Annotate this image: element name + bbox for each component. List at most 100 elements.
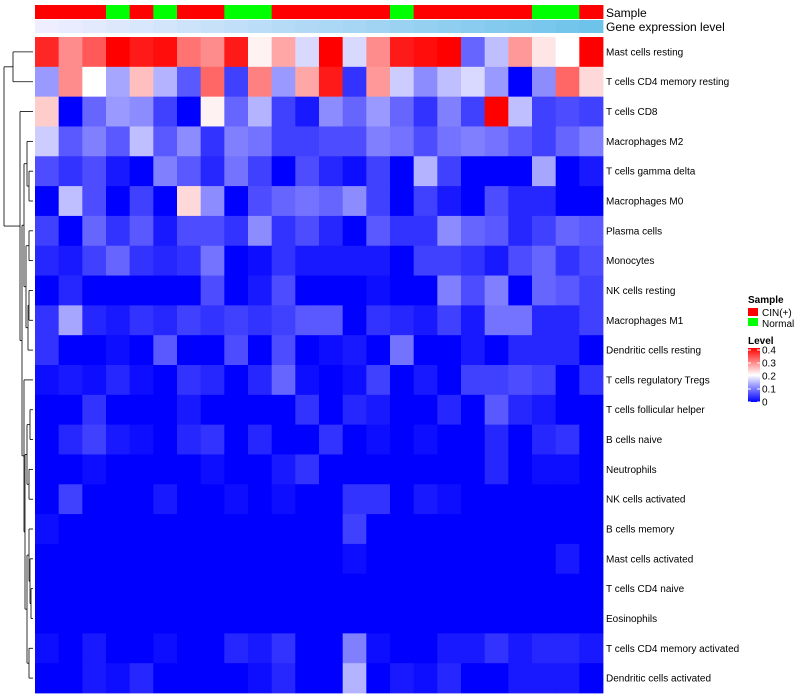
heatmap-cell [579,186,604,217]
heatmap-cell [461,663,486,694]
heatmap-cell [461,424,486,455]
heatmap-cell [342,96,367,127]
heatmap-cell [437,335,462,366]
heatmap-cell [35,514,60,545]
heatmap-cell [390,305,415,336]
heatmap-cell [508,633,533,664]
heatmap-cell [224,424,249,455]
heatmap-cell [484,365,509,396]
heatmap-cell [508,245,533,276]
row-label: Monocytes [606,256,654,267]
heatmap-cell [177,484,202,515]
heatmap-cell [129,335,154,366]
heatmap-cell [35,633,60,664]
sample-annotation-cell [35,5,60,19]
gene-expression-annotation-cell [35,20,60,33]
heatmap-cell [58,365,83,396]
heatmap-cell [413,663,438,694]
heatmap-cell [177,305,202,336]
heatmap-cell [248,156,273,187]
heatmap-cell [555,305,580,336]
heatmap-cell [106,633,131,664]
heatmap-cell [390,335,415,366]
heatmap-cell [413,514,438,545]
heatmap-cell [35,275,60,306]
level-legend-title: Level [748,336,774,347]
heatmap-cell [484,66,509,98]
heatmap-cell [58,186,83,217]
heatmap-cell [177,335,202,366]
heatmap-cell [532,37,557,68]
heatmap-cell [319,454,344,485]
heatmap-cell [271,573,296,604]
heatmap-cell [437,394,462,426]
heatmap-cell [248,186,273,217]
heatmap-cell [532,424,557,455]
heatmap-cell [82,424,107,455]
sample-annotation-cell [366,5,391,19]
heatmap-cell [224,543,249,575]
heatmap-cell [437,573,462,604]
heatmap-cell [413,454,438,485]
heatmap-cell [555,335,580,366]
legend-swatch-cin [748,308,758,316]
heatmap-cell [200,37,225,68]
heatmap-cell [342,365,367,396]
heatmap-cell [106,275,131,306]
heatmap-cell [177,454,202,485]
heatmap-cell [106,215,131,247]
legend-swatch-normal [748,318,758,326]
heatmap-cell [200,394,225,426]
heatmap-cell [248,424,273,455]
heatmap-cell [106,37,131,68]
heatmap-cell [342,335,367,366]
heatmap-cell [271,215,296,247]
heatmap-cell [106,454,131,485]
heatmap-cell [390,275,415,306]
sample-annotation-cell [437,5,462,19]
heatmap-cell [177,96,202,127]
heatmap-cell [461,66,486,98]
heatmap-cell [508,573,533,604]
heatmap-cell [106,365,131,396]
row-label: Plasma cells [606,226,662,237]
heatmap-cell [295,275,320,306]
heatmap-cell [295,215,320,247]
heatmap-cell [532,454,557,485]
sample-annotation-cell [200,5,225,19]
heatmap-cell [413,543,438,575]
heatmap-cell [366,484,391,515]
sample-annotation-cell [82,5,107,19]
heatmap-cell [532,156,557,187]
heatmap-cell [153,215,178,247]
heatmap-cell [295,245,320,276]
heatmap-cell [413,424,438,455]
heatmap-cell [177,156,202,187]
heatmap-cell [390,186,415,217]
heatmap-cell [200,66,225,98]
heatmap-cell [82,37,107,68]
heatmap-cell [224,573,249,604]
heatmap-cell [484,335,509,366]
heatmap-cell [200,454,225,485]
heatmap-cell [271,126,296,157]
heatmap-cell [579,484,604,515]
heatmap-cell [532,275,557,306]
heatmap-cell [437,424,462,455]
heatmap-cell [508,543,533,575]
heatmap-cell [484,573,509,604]
heatmap-cell [129,633,154,664]
heatmap-cell [319,394,344,426]
heatmap-cell [129,424,154,455]
heatmap-cell [461,215,486,247]
gene-expression-annotation-cell [248,20,273,33]
heatmap-cell [461,603,486,634]
heatmap-cell [390,633,415,664]
heatmap-cell [35,37,60,68]
heatmap-cell [200,275,225,306]
heatmap-cell [366,156,391,187]
heatmap-cell [106,394,131,426]
heatmap-cell [390,663,415,694]
heatmap-cell [579,275,604,306]
row-label: Macrophages M2 [606,137,684,148]
